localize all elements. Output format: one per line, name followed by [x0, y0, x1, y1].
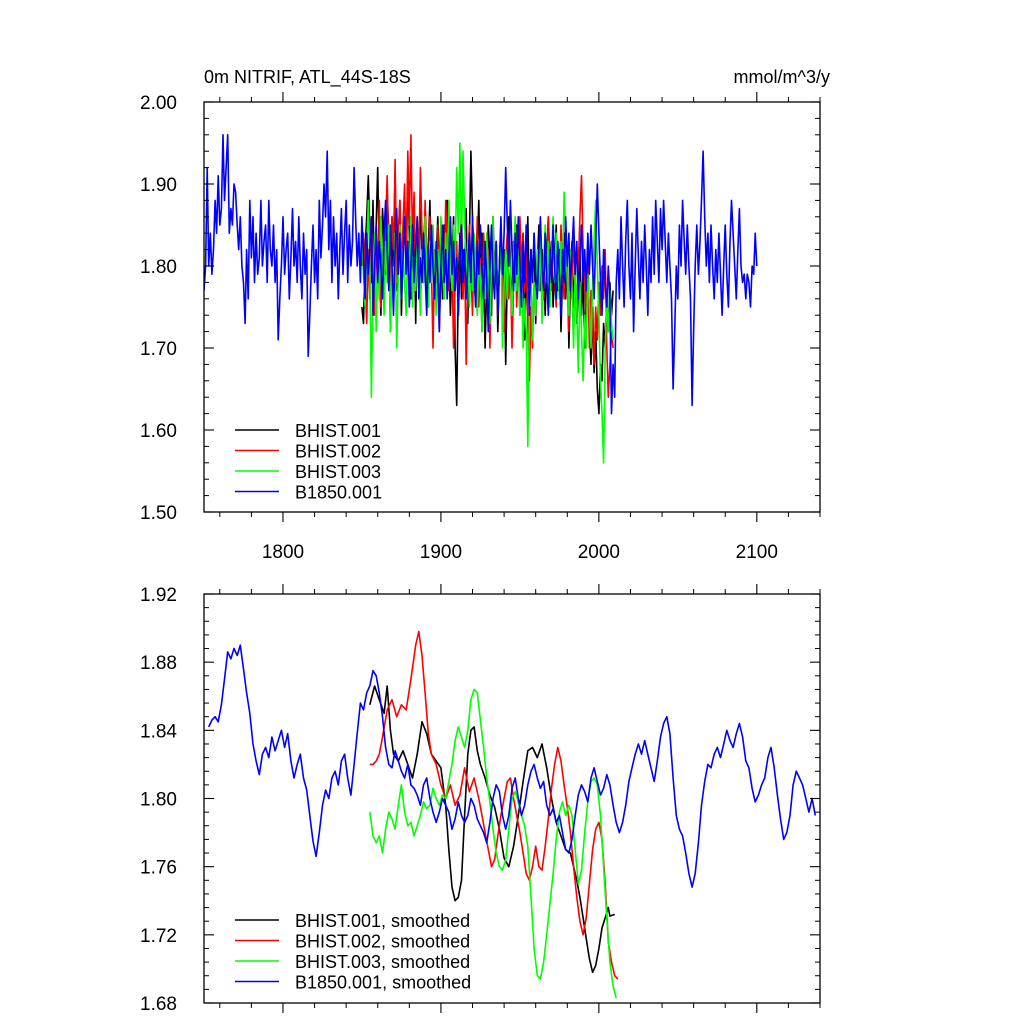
y-tick-label: 1.60 — [140, 421, 177, 442]
y-tick-label: 1.80 — [140, 257, 177, 278]
y-tick-label: 1.68 — [140, 994, 177, 1015]
y-tick-label: 1.92 — [140, 585, 177, 606]
series-lines — [207, 630, 817, 999]
y-tick-label: 1.76 — [140, 858, 177, 879]
legend-label: BHIST.001 — [295, 421, 381, 441]
x-tick-label: 1800 — [262, 542, 304, 563]
x-tick-label: 2100 — [736, 542, 778, 563]
legend-label: B1850.001 — [295, 483, 382, 503]
axes: 1.50 1.60 1.70 1.80 1.90 2.00 1800 1900 2000 2100 — [140, 92, 821, 563]
top-panel: 0m NITRIF, ATL_44S-18S mmol/m^3/y 1.501.… — [140, 67, 830, 563]
series-line-b1850-001-smoothed — [207, 644, 817, 888]
legend-label: BHIST.001, smoothed — [295, 911, 470, 931]
y-tick-label: 1.80 — [140, 790, 177, 811]
series-line-bhist-002-smoothed — [369, 630, 619, 980]
y-tick-label: 1.88 — [140, 653, 177, 674]
series-line-bhist-003-smoothed — [369, 688, 617, 999]
axes: 1.68 1.72 1.76 1.80 1.84 1.88 1.92 — [140, 584, 821, 1015]
plot-frame — [203, 101, 821, 513]
y-tick-label: 1.84 — [140, 721, 177, 742]
legend-label: BHIST.003 — [295, 462, 381, 482]
bottom-panel: 1.68 1.72 1.76 1.80 1.84 1.88 1.92 BHIST.001, … — [140, 584, 821, 1015]
x-tick-label: 2000 — [578, 542, 620, 563]
x-tick-label: 1900 — [420, 542, 462, 563]
units-label: mmol/m^3/y — [734, 67, 830, 87]
y-tick-label: 1.70 — [140, 339, 177, 360]
legend-label: B1850.001, smoothed — [295, 973, 471, 993]
y-tick-label: 1.72 — [140, 926, 177, 947]
chart-title: 0m NITRIF, ATL_44S-18S — [204, 67, 411, 88]
series-lines — [204, 134, 758, 464]
series-line-b1850-001 — [204, 134, 758, 415]
legend-label: BHIST.002 — [295, 442, 381, 462]
legend-label: BHIST.003, smoothed — [295, 952, 470, 972]
y-tick-label: 2.00 — [140, 93, 177, 114]
legend-label: BHIST.002, smoothed — [295, 932, 470, 952]
y-tick-label: 1.50 — [140, 503, 177, 524]
y-tick-label: 1.90 — [140, 175, 177, 196]
